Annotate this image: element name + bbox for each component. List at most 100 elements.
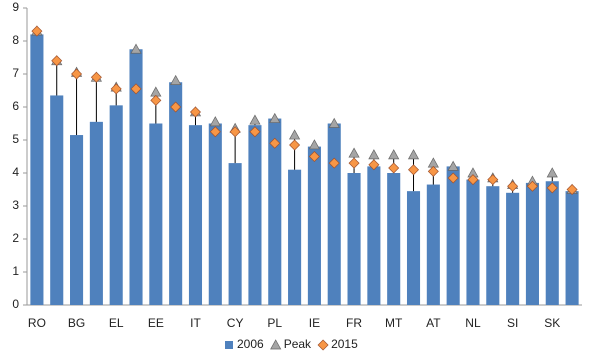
legend-swatch	[270, 339, 282, 350]
x-tick-label: PL	[267, 316, 282, 330]
bar	[545, 181, 559, 305]
x-tick-label: IT	[190, 316, 201, 330]
bar	[89, 121, 103, 305]
x-tick-label: SI	[507, 316, 518, 330]
marker-2015	[71, 68, 83, 80]
bar	[288, 169, 302, 305]
marker-2015	[229, 126, 241, 138]
peak-marker	[348, 147, 360, 158]
peak-marker	[249, 114, 261, 125]
y-tick-label: 0	[12, 297, 19, 311]
peak-marker	[328, 117, 340, 128]
bar	[208, 123, 222, 305]
y-tick-label: 8	[12, 33, 19, 47]
peak-marker	[447, 160, 459, 171]
bar	[367, 166, 381, 305]
marker-2015	[447, 172, 459, 184]
marker-2015	[487, 174, 499, 186]
y-tick-label: 6	[12, 99, 19, 113]
marker-2015	[170, 101, 182, 113]
bar	[446, 166, 460, 305]
bar	[188, 125, 203, 306]
marker-2015	[507, 180, 519, 192]
marker-2015	[150, 94, 162, 106]
bar	[129, 49, 143, 305]
y-tick-label: 2	[12, 231, 19, 245]
bar	[387, 173, 401, 305]
peak-marker	[546, 167, 558, 178]
marker-2015	[308, 151, 320, 162]
marker-2015	[51, 55, 63, 67]
y-tick-label: 7	[12, 66, 19, 80]
bar	[347, 173, 361, 305]
marker-2015	[368, 159, 380, 171]
bar	[506, 192, 520, 305]
legend-label: 2006	[237, 337, 264, 351]
bar	[30, 34, 44, 306]
bar	[327, 123, 341, 305]
marker-2015	[467, 174, 479, 186]
marker-2015	[249, 126, 261, 138]
y-tick-label: 9	[12, 0, 19, 14]
bar	[426, 184, 440, 305]
legend-swatch	[317, 339, 329, 351]
x-tick-label: AT	[426, 316, 441, 330]
marker-2015	[328, 157, 340, 169]
peak-marker	[407, 149, 420, 160]
bar	[109, 105, 123, 305]
x-tick-label: EL	[109, 316, 124, 330]
x-tick-label: CY	[227, 316, 244, 330]
bar	[486, 186, 500, 305]
peak-marker	[388, 149, 400, 160]
bar	[169, 82, 183, 305]
peak-marker	[308, 139, 321, 150]
y-tick-label: 3	[12, 198, 19, 212]
peak-marker	[130, 43, 142, 54]
x-tick-label: BG	[68, 316, 85, 330]
y-tick-label: 4	[12, 165, 19, 179]
bar	[50, 95, 64, 305]
marker-2015	[289, 139, 301, 151]
marker-2015	[388, 162, 400, 174]
y-tick-label: 5	[12, 132, 19, 146]
bar	[565, 191, 579, 305]
bar	[228, 163, 242, 305]
bar	[70, 135, 84, 305]
y-tick-label: 1	[12, 264, 19, 278]
marker-2015	[546, 182, 558, 194]
marker-2015	[566, 184, 578, 195]
bar	[406, 191, 421, 305]
x-tick-label: NL	[465, 316, 481, 330]
bar	[248, 125, 262, 306]
marker-2015	[209, 126, 221, 138]
peak-marker	[269, 112, 281, 123]
legend-swatch	[225, 341, 233, 349]
marker-2015	[408, 164, 420, 176]
bar	[466, 179, 480, 305]
peak-marker	[368, 149, 380, 160]
marker-2015	[110, 83, 122, 95]
x-tick-label: RO	[28, 316, 46, 330]
x-tick-label: FR	[346, 316, 362, 330]
peak-marker	[150, 86, 162, 97]
x-tick-label: EE	[148, 316, 164, 330]
bar	[525, 182, 539, 305]
marker-2015	[130, 83, 142, 95]
bar	[149, 123, 163, 305]
marker-2015	[348, 157, 360, 169]
peak-marker	[288, 129, 301, 140]
marker-2015	[427, 165, 439, 177]
legend-label: Peak	[284, 337, 312, 351]
marker-2015	[90, 71, 102, 83]
x-tick-label: MT	[385, 316, 403, 330]
marker-2015	[269, 137, 281, 149]
x-tick-label: IE	[309, 316, 320, 330]
x-tick-label: SK	[544, 316, 560, 330]
bar	[268, 118, 282, 305]
peak-marker	[427, 157, 439, 168]
marker-2015	[526, 180, 538, 192]
marker-2015	[189, 106, 201, 118]
peak-marker	[170, 74, 182, 85]
peak-marker	[209, 116, 221, 127]
